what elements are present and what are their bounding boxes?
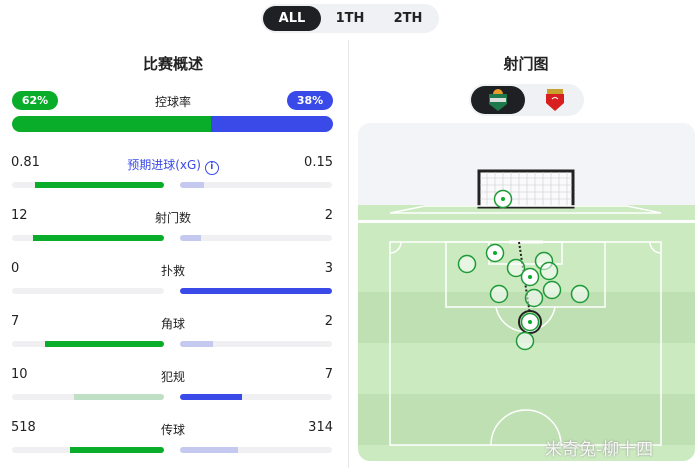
home-possession-badge: 62%: [12, 91, 58, 110]
shot-marker-miss[interactable]: [515, 331, 535, 351]
home-possession-fill: [12, 116, 212, 132]
stat-home-bar: [12, 341, 164, 347]
overview-title: 比赛概述: [142, 55, 203, 73]
possession-bar: [12, 116, 333, 132]
stat-home-fill: [34, 182, 164, 188]
watermark: 米奇兔-柳十四: [545, 440, 654, 460]
shot-marker-goal[interactable]: [493, 189, 513, 209]
team-switch: [469, 84, 584, 116]
stat-away-value: 7: [324, 367, 333, 382]
stat-home-bar: [12, 394, 164, 400]
stat-away-fill: [180, 182, 205, 188]
stat-label: 犯规: [160, 370, 185, 384]
stat-away-bar: [180, 341, 332, 347]
stat-away-bar: [180, 288, 332, 294]
team-button-home[interactable]: [471, 86, 525, 114]
stat-label: 预期进球(xG): [127, 158, 201, 172]
divider: [348, 40, 349, 468]
stat-away-fill: [180, 235, 202, 241]
stat-away-fill: [180, 341, 214, 347]
stat-label: 角球: [160, 317, 185, 331]
stat-away-fill: [180, 394, 243, 400]
stat-away-bar: [180, 235, 332, 241]
shot-marker-miss[interactable]: [489, 284, 509, 304]
shot-marker-goal[interactable]: [520, 267, 540, 287]
stat-home-value: 0.81: [11, 155, 40, 170]
stat-away-value: 3: [324, 261, 333, 276]
shotmap-title: 射门图: [503, 55, 549, 73]
stat-away-bar: [180, 182, 332, 188]
stat-home-fill: [74, 394, 164, 400]
period-tabs: ALL 1TH 2TH: [261, 4, 439, 33]
away-possession-fill: [211, 116, 333, 132]
stat-home-fill: [45, 341, 164, 347]
stat-away-fill: [180, 288, 332, 294]
shot-marker-goal-selected[interactable]: [518, 310, 542, 334]
tab-1th[interactable]: 1TH: [335, 11, 365, 26]
stat-away-value: 314: [308, 420, 333, 435]
possession-label: 控球率: [154, 95, 191, 109]
shot-marker-miss[interactable]: [506, 258, 526, 278]
stat-away-bar: [180, 394, 332, 400]
shot-marker-goal[interactable]: [485, 243, 505, 263]
shanghai-port-badge-icon: [546, 89, 564, 111]
stat-home-value: 10: [11, 367, 28, 382]
shot-marker-miss[interactable]: [570, 284, 590, 304]
stat-home-value: 0: [11, 261, 20, 276]
cangzhou-badge-icon: [489, 89, 507, 111]
shot-marker-miss[interactable]: [542, 280, 562, 300]
stat-label: 传球: [160, 423, 185, 437]
stat-away-bar: [180, 447, 332, 453]
shot-map: [358, 123, 695, 461]
shot-marker-miss[interactable]: [457, 254, 477, 274]
stat-home-bar: [12, 447, 164, 453]
stat-away-value: 0.15: [304, 155, 333, 170]
stat-home-fill: [33, 235, 164, 241]
stat-label: 扑救: [160, 264, 185, 278]
away-possession-badge: 38%: [287, 91, 333, 110]
shot-marker-miss[interactable]: [539, 261, 559, 281]
info-icon[interactable]: i: [204, 161, 219, 175]
tab-2th[interactable]: 2TH: [393, 11, 423, 26]
stat-label: 射门数: [154, 211, 191, 225]
tab-all[interactable]: ALL: [263, 6, 321, 31]
stat-home-value: 7: [11, 314, 20, 329]
stat-home-bar: [12, 182, 164, 188]
stat-home-fill: [69, 447, 164, 453]
stat-home-value: 12: [11, 208, 28, 223]
stat-home-bar: [12, 235, 164, 241]
stat-home-bar: [12, 288, 164, 294]
stat-away-fill: [180, 447, 238, 453]
stat-home-value: 518: [11, 420, 36, 435]
shot-marker-miss[interactable]: [524, 288, 544, 308]
team-button-away[interactable]: [528, 86, 582, 114]
stat-away-value: 2: [324, 208, 333, 223]
stat-away-value: 2: [324, 314, 333, 329]
